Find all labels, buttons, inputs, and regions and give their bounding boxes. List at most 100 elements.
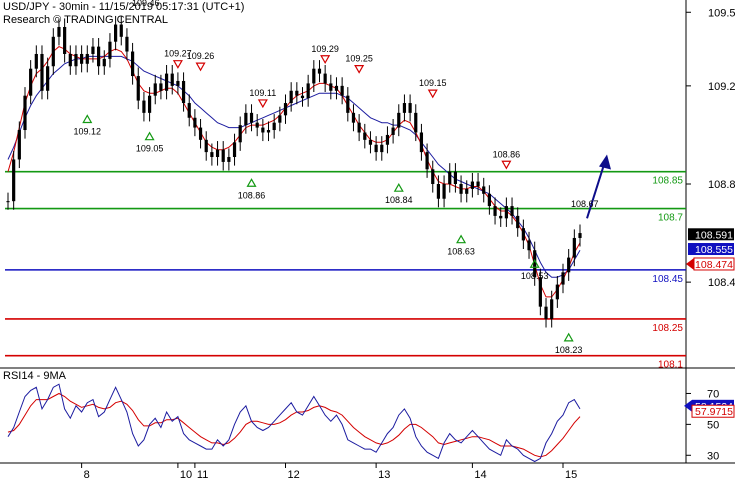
marker-up-icon-13 bbox=[563, 332, 574, 342]
rsi-tags: 58.152457.9715 bbox=[684, 399, 735, 418]
rsi-tag-label-1: 57.9715 bbox=[695, 406, 733, 418]
candle-body-23 bbox=[136, 76, 140, 101]
candle-body-22 bbox=[130, 51, 135, 77]
marker-label-0: 109.12 bbox=[74, 126, 102, 136]
candle-body-74 bbox=[425, 152, 429, 170]
candle-body-95 bbox=[544, 306, 548, 319]
price-tick-label-3: 108.4 bbox=[708, 277, 735, 289]
candle-body-36 bbox=[210, 152, 214, 158]
candle-body-43 bbox=[249, 112, 254, 123]
price-panel: 108.85 108.7 108.45 108.25 108.1 109.12 109.0… bbox=[5, 0, 735, 371]
candle-body-68 bbox=[391, 127, 395, 135]
annotation-right: 108.67 bbox=[571, 199, 599, 209]
candle-body-39 bbox=[227, 157, 231, 162]
candle-body-66 bbox=[380, 144, 384, 153]
candle-body-77 bbox=[442, 184, 446, 199]
marker-down-icon-4 bbox=[257, 99, 268, 109]
tag-label-2: 108.474 bbox=[695, 259, 733, 271]
marker-label-2: 109.27 bbox=[164, 49, 192, 59]
candle-body-20 bbox=[119, 24, 123, 37]
candle-body-94 bbox=[538, 277, 542, 307]
candle-body-34 bbox=[198, 127, 203, 140]
candle-body-11 bbox=[68, 53, 72, 67]
marker-label-4: 109.11 bbox=[249, 88, 276, 98]
candle-body-45 bbox=[261, 127, 265, 133]
candle-body-25 bbox=[147, 95, 152, 113]
marker-label-10: 108.63 bbox=[447, 247, 475, 257]
rsi-ma-path bbox=[7, 392, 581, 458]
candle-body-85 bbox=[487, 193, 491, 207]
candle-body-13 bbox=[80, 53, 84, 64]
candle-body-99 bbox=[567, 257, 571, 273]
level-label-2: 108.45 bbox=[652, 274, 683, 285]
marker-down-icon-3 bbox=[195, 62, 206, 72]
candle-body-100 bbox=[572, 237, 576, 258]
candle-body-28 bbox=[164, 73, 169, 91]
candle-body-71 bbox=[408, 103, 412, 113]
marker-up-icon-10 bbox=[456, 234, 467, 244]
candle-body-51 bbox=[295, 90, 299, 96]
rsi-path bbox=[7, 383, 581, 463]
level-label-3: 108.25 bbox=[652, 323, 683, 334]
x-tick-label-1: 10 bbox=[180, 469, 192, 480]
x-axis: 8 10 11 12 13 14 15 bbox=[0, 462, 735, 480]
candle-body-16 bbox=[97, 46, 101, 67]
candle-body-76 bbox=[436, 184, 441, 199]
candle-body-75 bbox=[431, 169, 435, 184]
candle-body-40 bbox=[232, 142, 237, 158]
marker-label-7: 109.25 bbox=[345, 54, 373, 64]
rsi-tag-box-1 bbox=[691, 404, 735, 418]
candle-body-87 bbox=[499, 215, 503, 219]
rsi-tick-label-1: 50 bbox=[707, 419, 719, 431]
candle-body-4 bbox=[29, 68, 33, 96]
candle-body-1 bbox=[12, 159, 16, 202]
marker-up-icon-5 bbox=[246, 178, 257, 187]
candle-body-62 bbox=[357, 122, 361, 133]
tag-box-1 bbox=[688, 243, 734, 256]
marker-label-3: 109.26 bbox=[187, 51, 215, 61]
candle-body-21 bbox=[125, 36, 129, 52]
marker-label-12: 108.53 bbox=[521, 271, 549, 281]
candle-body-63 bbox=[363, 132, 367, 140]
candle-body-73 bbox=[419, 132, 424, 153]
candle-body-101 bbox=[578, 233, 582, 238]
candle-body-83 bbox=[476, 181, 480, 187]
marker-up-icon-12 bbox=[529, 259, 540, 268]
arrow-head-icon bbox=[599, 154, 611, 170]
rsi-tick-label-0: 70 bbox=[707, 388, 719, 400]
candle-body-67 bbox=[385, 134, 390, 145]
candle-body-14 bbox=[85, 53, 89, 64]
marker-down-icon-11 bbox=[501, 160, 512, 170]
x-tick-label-2: 11 bbox=[197, 469, 208, 480]
candle-body-97 bbox=[555, 284, 559, 300]
candle-body-96 bbox=[550, 299, 554, 319]
marker-up-icon-0 bbox=[82, 114, 93, 124]
candle-body-27 bbox=[159, 83, 163, 91]
candle-body-50 bbox=[289, 90, 293, 104]
candle-body-46 bbox=[266, 130, 271, 133]
candle-body-48 bbox=[278, 115, 282, 123]
marker-down-icon-2 bbox=[172, 60, 183, 69]
rsi-line bbox=[7, 383, 581, 463]
price-tick-label-0: 109.5 bbox=[708, 7, 735, 19]
candle-body-18 bbox=[108, 41, 112, 59]
annotation-top: 109.46 bbox=[132, 0, 160, 8]
price-candles bbox=[6, 15, 582, 328]
tag-box-2 bbox=[693, 257, 735, 271]
candle-body-3 bbox=[23, 95, 27, 131]
price-tags: 108.591 108.555 108.474 bbox=[686, 228, 735, 271]
candle-body-0 bbox=[6, 201, 10, 203]
level-label-0: 108.85 bbox=[652, 176, 683, 187]
candle-body-81 bbox=[465, 188, 469, 194]
candle-body-49 bbox=[283, 103, 288, 116]
candle-body-55 bbox=[317, 68, 322, 74]
tag-box-0 bbox=[688, 228, 734, 241]
candle-body-52 bbox=[300, 95, 305, 99]
candle-body-86 bbox=[493, 206, 497, 216]
rsi-panel: 70 50 30 58.152457.9715 RSI14 - 9MA bbox=[3, 368, 735, 463]
rsi-ma-line bbox=[7, 392, 581, 458]
rsi-tag-pointer-0 bbox=[684, 399, 692, 412]
candle-body-30 bbox=[176, 80, 180, 86]
